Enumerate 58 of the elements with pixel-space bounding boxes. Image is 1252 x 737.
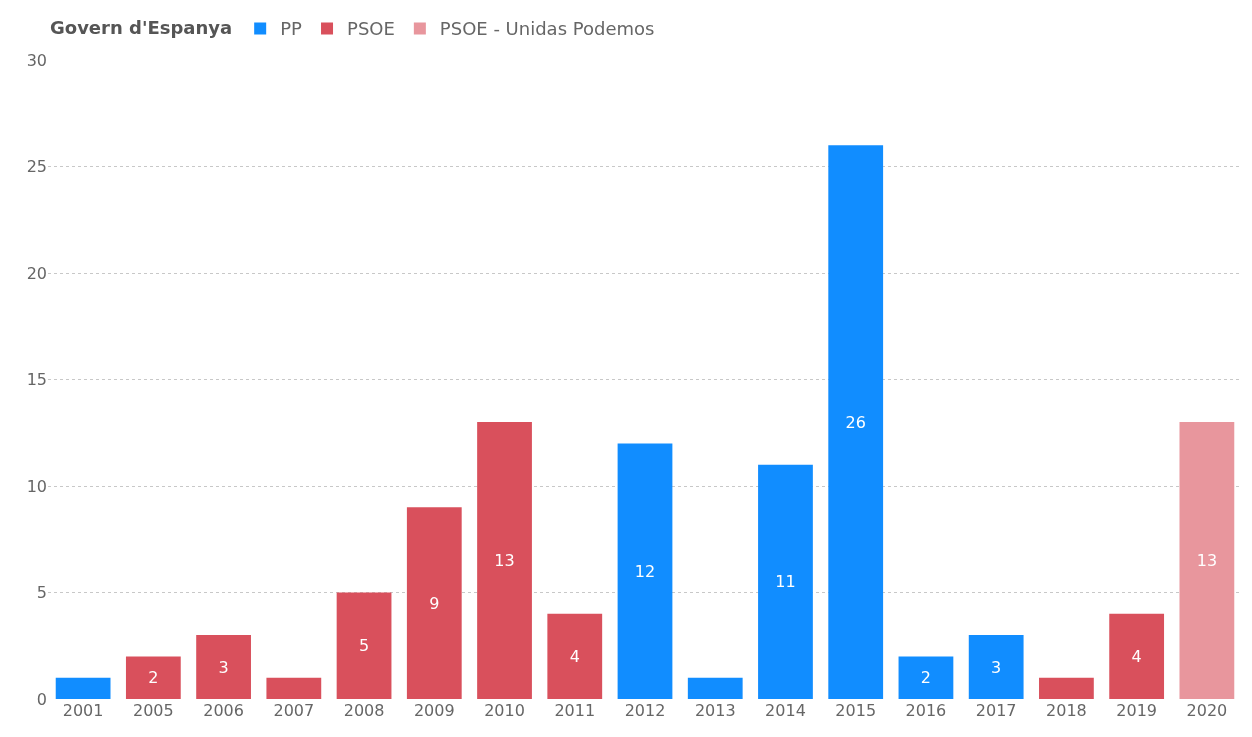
y-tick-label: 25	[26, 157, 47, 177]
x-tick-label: 2018	[1046, 701, 1087, 720]
y-tick-label: 20	[26, 263, 47, 283]
data-label: 4	[1131, 646, 1142, 666]
legend-label: PSOE	[347, 18, 395, 40]
data-label: 13	[1196, 551, 1218, 571]
x-tick-label: 2011	[554, 701, 596, 720]
x-tick-label: 2015	[835, 701, 877, 720]
data-label: 3	[991, 657, 1002, 677]
data-label: 9	[429, 593, 440, 613]
bar	[1039, 677, 1094, 699]
bar	[898, 656, 954, 699]
data-label: 4	[569, 646, 580, 666]
y-tick-label: 30	[26, 50, 47, 70]
bar	[55, 677, 111, 699]
x-tick-label: 2014	[765, 701, 806, 720]
x-tick-label: 2010	[484, 701, 525, 720]
bar	[1179, 422, 1235, 699]
bar	[1109, 613, 1165, 699]
x-tick-label: 2007	[273, 701, 315, 720]
bar	[266, 677, 322, 699]
x-tick-label: 2016	[905, 701, 947, 720]
x-tick-label: 2009	[413, 701, 455, 720]
bar	[968, 635, 1024, 699]
x-tick-label: 2020	[1186, 701, 1228, 720]
data-label: 13	[494, 551, 515, 571]
y-tick-label: 0	[36, 689, 47, 709]
bar	[477, 422, 532, 699]
y-tick-label: 10	[26, 476, 47, 496]
legend-label: PP	[280, 18, 303, 40]
y-tick-label: 15	[26, 370, 47, 390]
data-label: 2	[920, 668, 932, 688]
bar	[406, 507, 462, 699]
legend-title: Govern d'Espanya	[50, 16, 233, 38]
x-tick-label: 2006	[203, 701, 244, 720]
bar	[547, 613, 603, 699]
x-tick-label: 2013	[694, 701, 736, 720]
data-label: 11	[775, 572, 796, 592]
bar	[687, 677, 743, 699]
bar	[617, 443, 673, 699]
bar	[125, 656, 181, 699]
data-label: 3	[218, 657, 229, 677]
legend-label: PSOE - Unidas Podemos	[439, 18, 655, 40]
bar	[336, 592, 392, 699]
data-label: 26	[845, 412, 866, 432]
x-tick-label: 2008	[343, 701, 385, 720]
data-label: 12	[634, 561, 656, 581]
bar	[758, 464, 813, 699]
data-label: 5	[358, 636, 370, 656]
x-tick-label: 2017	[975, 701, 1017, 720]
data-label: 2	[148, 668, 159, 688]
bar	[196, 635, 251, 699]
x-tick-label: 2005	[132, 701, 174, 720]
x-tick-label: 2001	[62, 701, 104, 720]
y-tick-label: 5	[36, 583, 47, 603]
bar	[828, 145, 884, 699]
x-tick-label: 2012	[624, 701, 666, 720]
x-tick-label: 2019	[1116, 701, 1158, 720]
